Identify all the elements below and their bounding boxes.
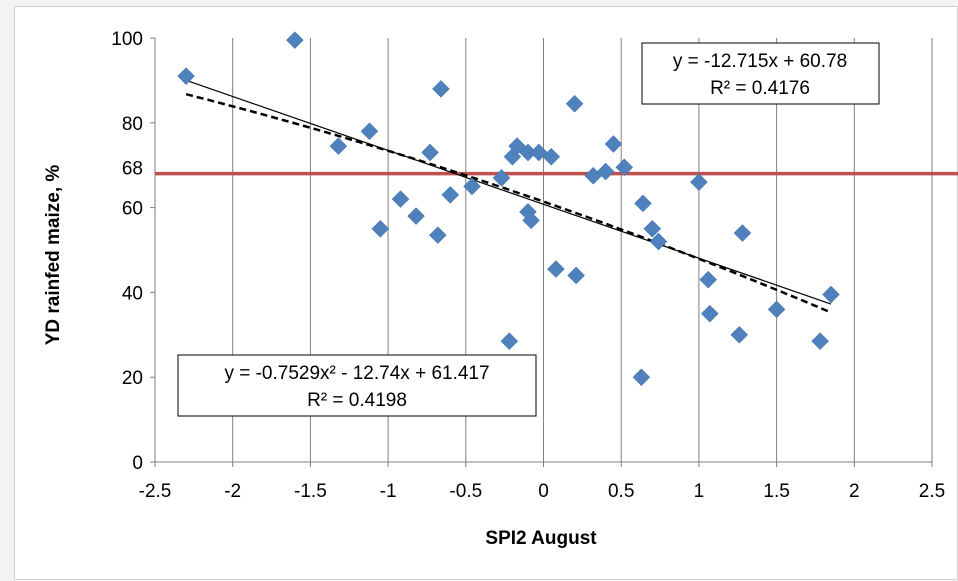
data-point xyxy=(500,332,519,351)
axes xyxy=(150,37,933,467)
x-tick-label: 1 xyxy=(694,481,705,502)
data-point xyxy=(615,158,634,177)
scatter-chart: -2.5 -2 -1.5 -1 -0.5 0 0.5 1 1.5 2 2.5 0 20 40 60 80 10… xyxy=(43,29,958,549)
data-point xyxy=(730,325,749,344)
data-point xyxy=(492,169,511,187)
x-tick-label: 1.5 xyxy=(763,481,789,502)
data-point xyxy=(632,368,651,387)
linear-equation: y = -12.715x + 60.78 xyxy=(673,51,847,72)
linear-trend-line xyxy=(185,79,832,305)
y-tick-label: 40 xyxy=(122,283,143,304)
y-tick-labels: 0 20 40 60 80 100 68 xyxy=(111,29,143,474)
x-tick-labels: -2.5 -2 -1.5 -1 -0.5 0 0.5 1 1.5 2 2.5 xyxy=(139,481,946,502)
grid-lines xyxy=(232,38,933,462)
data-point xyxy=(542,147,561,166)
data-point xyxy=(604,135,623,153)
data-point xyxy=(360,122,379,141)
y-tick-label: 0 xyxy=(132,453,143,474)
data-point xyxy=(767,300,786,319)
y-tick-label: 80 xyxy=(122,114,143,135)
linear-equation-box: y = -12.715x + 60.78 R² = 0.4176 xyxy=(641,42,880,105)
data-point xyxy=(522,211,540,230)
polynomial-equation: y = -0.7529x² - 12.74x + 61.417 xyxy=(224,363,489,384)
x-tick-label: 0.5 xyxy=(608,481,634,502)
y-tick-label: 100 xyxy=(111,29,143,50)
y-tick-label: 60 xyxy=(122,199,143,220)
data-point xyxy=(634,194,652,213)
data-point xyxy=(463,177,481,196)
x-tick-label: 2.5 xyxy=(919,481,945,502)
x-tick-label: -0.5 xyxy=(449,481,482,502)
y-tick-label: 20 xyxy=(122,368,143,389)
x-tick-label: 2 xyxy=(849,481,860,502)
y-tick-label-68: 68 xyxy=(122,159,143,180)
x-tick-label: -1 xyxy=(380,481,397,502)
data-point xyxy=(690,173,708,192)
chart-frame: -2.5 -2 -1.5 -1 -0.5 0 0.5 1 1.5 2 2.5 0 20 40 60 80 10… xyxy=(14,6,958,580)
data-point xyxy=(822,285,840,304)
x-tick-label: 0 xyxy=(538,481,549,502)
data-point xyxy=(177,67,195,86)
data-points xyxy=(177,31,840,387)
data-point xyxy=(567,266,585,285)
trend-lines xyxy=(185,79,832,314)
x-tick-label: -2.5 xyxy=(139,481,172,502)
data-point xyxy=(699,270,718,289)
data-point xyxy=(428,226,447,245)
polynomial-equation-box: y = -0.7529x² - 12.74x + 61.417 R² = 0.4… xyxy=(177,354,537,417)
x-axis-title: SPI2 August xyxy=(485,528,597,549)
data-point xyxy=(391,190,410,208)
linear-r2: R² = 0.4176 xyxy=(710,78,810,99)
x-tick-label: -2 xyxy=(224,481,241,502)
data-point xyxy=(649,232,668,251)
data-point xyxy=(421,143,439,162)
data-point xyxy=(286,31,304,49)
polynomial-r2: R² = 0.4198 xyxy=(307,390,407,411)
data-point xyxy=(329,137,348,155)
data-point xyxy=(432,80,450,98)
data-point xyxy=(596,162,615,181)
data-point xyxy=(733,224,752,242)
data-point xyxy=(700,304,719,323)
data-point xyxy=(371,219,390,238)
data-point xyxy=(643,219,662,238)
data-point xyxy=(565,94,584,113)
y-axis-title: YD rainfed maize, % xyxy=(43,165,64,346)
data-point xyxy=(441,186,460,204)
data-point xyxy=(547,260,565,278)
x-tick-label: -1.5 xyxy=(294,481,327,502)
polynomial-trend-line xyxy=(185,92,832,314)
data-point xyxy=(811,332,829,351)
data-point xyxy=(407,207,425,225)
